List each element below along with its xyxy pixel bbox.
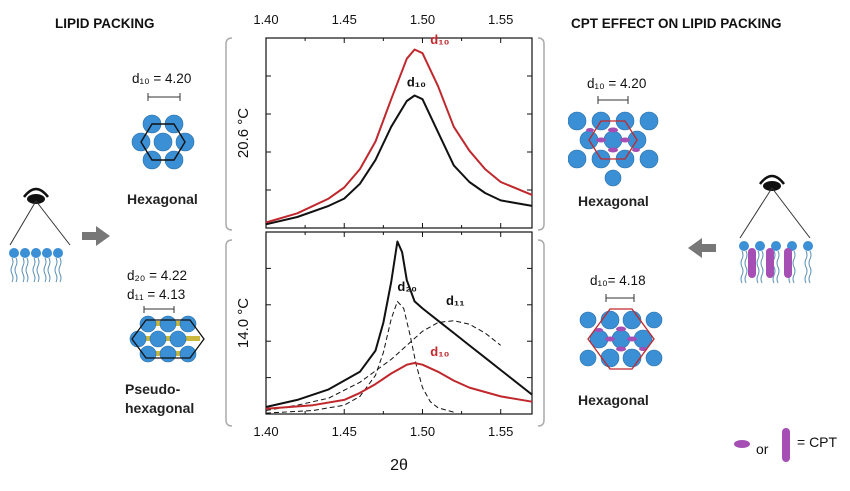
eye-monolayer-cpt — [739, 174, 813, 284]
left-pseudo-name-2: hexagonal — [125, 400, 195, 416]
peak-label-1-2: d₁₀ — [430, 344, 449, 359]
x-tick-label-1-0: 1.40 — [253, 424, 278, 439]
series-1-0-line — [265, 240, 533, 408]
plot-frame-0 — [265, 37, 533, 229]
series-1-3-line — [265, 362, 533, 410]
plot-frame-1 — [265, 231, 533, 415]
x-tick-label-0-2: 1.50 — [410, 12, 435, 27]
right-hex-bottom-d-label: d₁₀= 4.18 — [590, 273, 646, 288]
peak-label-0-1: d₁₀ — [407, 74, 426, 89]
eye-icon — [759, 174, 785, 191]
right-hex-top-name: Hexagonal — [578, 193, 649, 209]
left-pseudo-name-1: Pseudo- — [125, 381, 181, 397]
x-tick-label-1-1: 1.45 — [332, 424, 357, 439]
cpt-ellipse-icon — [734, 440, 750, 448]
bracket-right-bottom — [537, 239, 545, 427]
legend-cpt: = CPT — [797, 434, 838, 450]
x-axis-label: 2θ — [390, 457, 408, 474]
panel-label-1: 14.0 °C — [235, 298, 252, 348]
left-pseudo-d11-label: d₁₁ = 4.13 — [127, 287, 186, 302]
diffraction-chart: 1.40 1.45 1.50 1.55 20.6 °C d₁₀ d₁₀ 1.40 1.45 1.5… — [235, 12, 533, 474]
eye-monolayer-left — [9, 187, 71, 283]
bracket-left-top — [225, 37, 233, 231]
series-0-0-line — [265, 48, 533, 224]
arrow-left-icon — [688, 238, 716, 258]
x-tick-label-0-3: 1.55 — [488, 12, 513, 27]
series-0-1-line — [265, 94, 533, 226]
arrow-right-icon — [82, 226, 110, 246]
lipid-tails — [10, 257, 62, 283]
series-1-1-line — [265, 300, 454, 414]
left-heading: LIPID PACKING — [55, 16, 155, 31]
x-tick-label-0-1: 1.45 — [332, 12, 357, 27]
right-hex-bottom-name: Hexagonal — [578, 392, 649, 408]
cpt-rod-icon — [782, 428, 790, 462]
series-1-2-line — [265, 320, 502, 411]
lipid-heads — [9, 248, 63, 258]
legend-or: or — [756, 441, 769, 457]
x-tick-label-1-3: 1.55 — [488, 424, 513, 439]
eye-icon — [23, 187, 49, 204]
peak-label-0-0: d₁₀ — [430, 32, 449, 47]
left-pseudo-diagram — [129, 306, 205, 363]
peak-label-1-0: d₂₀ — [397, 279, 417, 294]
bracket-left-bottom — [225, 239, 233, 427]
peak-label-1-1: d₁₁ — [446, 293, 465, 308]
x-tick-label-1-2: 1.50 — [410, 424, 435, 439]
left-hex-d-label: d₁₀ = 4.20 — [132, 71, 192, 86]
right-hex-bottom-diagram — [579, 294, 663, 370]
left-hex-diagram — [131, 93, 195, 170]
right-hex-top-diagram — [568, 96, 659, 187]
bracket-right-top — [537, 37, 545, 231]
left-hex-name: Hexagonal — [127, 191, 198, 207]
left-pseudo-d20-label: d₂₀ = 4.22 — [127, 268, 188, 283]
x-tick-label-0-0: 1.40 — [253, 12, 278, 27]
right-heading: CPT EFFECT ON LIPID PACKING — [571, 16, 782, 31]
right-hex-top-d-label: d₁₀ = 4.20 — [587, 76, 647, 91]
panel-label-0: 20.6 °C — [235, 108, 252, 158]
